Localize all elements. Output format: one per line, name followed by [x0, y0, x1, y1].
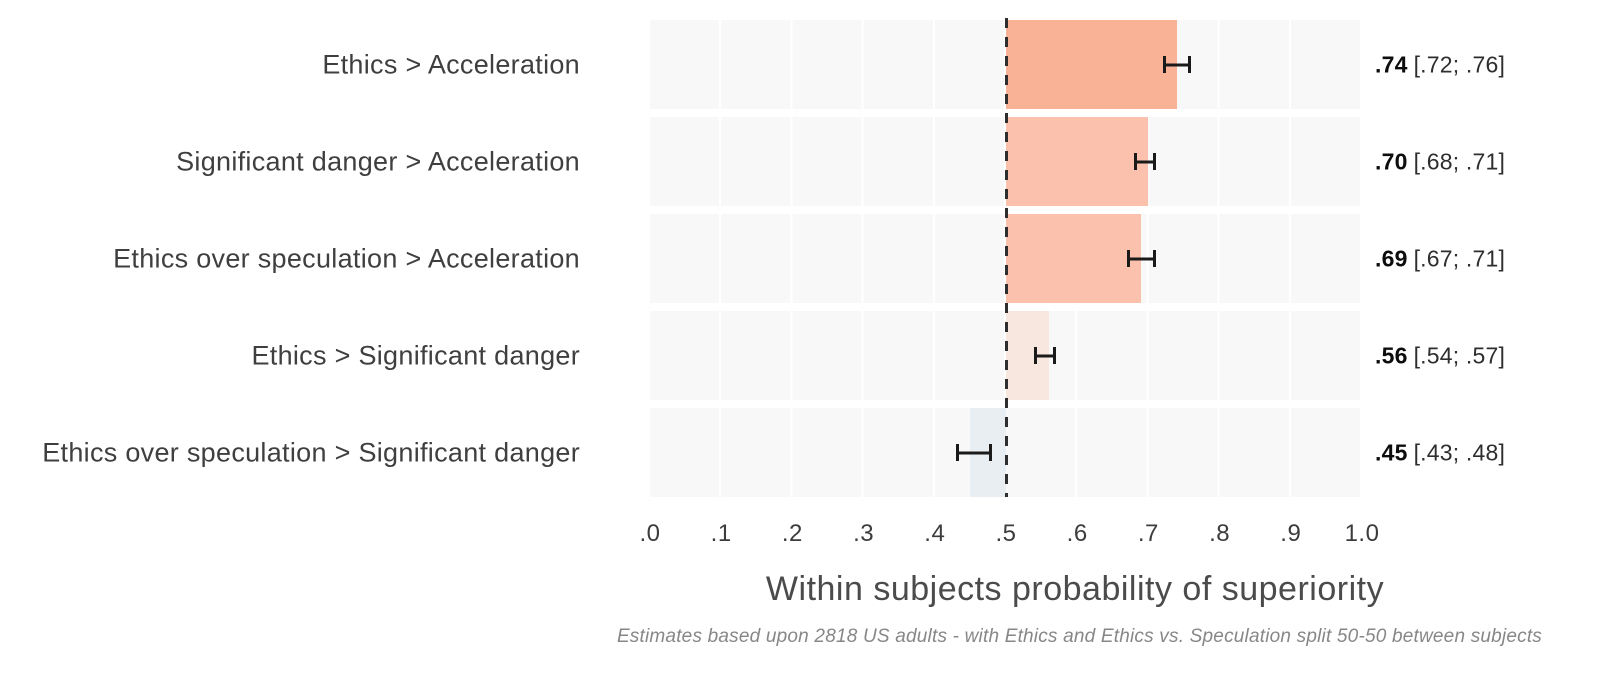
- x-axis-title: Within subjects probability of superiori…: [765, 570, 1385, 608]
- estimate-text: .74: [1375, 51, 1408, 77]
- x-tick: .4: [924, 520, 946, 547]
- error-bar: [1134, 153, 1156, 170]
- value-label: .70 [.68; .71]: [1375, 148, 1505, 175]
- value-label: .56 [.54; .57]: [1375, 342, 1505, 369]
- confidence-interval-text: [.72; .76]: [1413, 51, 1506, 77]
- error-bar: [1127, 250, 1156, 267]
- error-bar-right-cap: [1152, 250, 1156, 267]
- estimate-text: .70: [1375, 148, 1408, 174]
- error-bar: [1034, 347, 1056, 364]
- category-label: Ethics > Acceleration: [322, 49, 580, 79]
- error-bar-right-cap: [1188, 56, 1192, 73]
- estimate-text: .69: [1375, 245, 1408, 271]
- x-axis: .0 .1 .2 .3 .4 .5 .6 .7 .8 .9 1.0: [639, 520, 1378, 550]
- chart-row: Ethics > Significant danger .56 [.54; .57…: [0, 311, 1600, 400]
- reference-line-at-0.5: [1005, 18, 1008, 497]
- error-bar-right-cap: [1052, 347, 1056, 364]
- chart-rows: Ethics > Acceleration .74 [.72; .76] Sign…: [0, 20, 1600, 505]
- error-bar-left-cap: [1134, 153, 1138, 170]
- probability-bar: [1006, 20, 1177, 109]
- category-label: Significant danger > Acceleration: [176, 146, 580, 176]
- confidence-interval-text: [.68; .71]: [1413, 148, 1506, 174]
- error-bar-right-cap: [1152, 153, 1156, 170]
- x-tick: .8: [1209, 520, 1231, 547]
- estimate-text: .45: [1375, 439, 1408, 465]
- chart-row: Ethics > Acceleration .74 [.72; .76]: [0, 20, 1600, 109]
- error-bar: [956, 444, 992, 461]
- x-tick: .9: [1280, 520, 1302, 547]
- error-bar-left-cap: [1127, 250, 1131, 267]
- value-label: .74 [.72; .76]: [1375, 51, 1505, 78]
- chart-row: Significant danger > Acceleration .70 [.6…: [0, 117, 1600, 206]
- x-tick: .1: [710, 520, 732, 547]
- error-bar: [1162, 56, 1192, 73]
- probability-bar: [1006, 214, 1142, 303]
- category-label: Ethics over speculation > Significant da…: [42, 437, 580, 467]
- probability-bar: [1006, 117, 1149, 206]
- confidence-interval-text: [.43; .48]: [1413, 439, 1506, 465]
- x-tick: .7: [1137, 520, 1159, 547]
- x-tick: .0: [639, 520, 661, 547]
- error-bar-left-cap: [1162, 56, 1166, 73]
- value-label: .45 [.43; .48]: [1375, 439, 1505, 466]
- x-tick: 1.0: [1344, 520, 1380, 547]
- category-label: Ethics > Significant danger: [251, 340, 580, 370]
- error-bar-left-cap: [1034, 347, 1038, 364]
- error-bar-left-cap: [956, 444, 960, 461]
- estimate-text: .56: [1375, 342, 1408, 368]
- x-tick: .3: [853, 520, 875, 547]
- confidence-interval-text: [.67; .71]: [1413, 245, 1506, 271]
- value-label: .69 [.67; .71]: [1375, 245, 1505, 272]
- x-tick: .2: [781, 520, 803, 547]
- error-bar-right-cap: [988, 444, 992, 461]
- chart-row: Ethics over speculation > Acceleration .…: [0, 214, 1600, 303]
- x-tick: .5: [995, 520, 1017, 547]
- chart-caption: Estimates based upon 2818 US adults - wi…: [616, 626, 1542, 647]
- confidence-interval-text: [.54; .57]: [1413, 342, 1506, 368]
- x-tick: .6: [1066, 520, 1088, 547]
- chart-row: Ethics over speculation > Significant da…: [0, 408, 1600, 497]
- category-label: Ethics over speculation > Acceleration: [113, 243, 580, 273]
